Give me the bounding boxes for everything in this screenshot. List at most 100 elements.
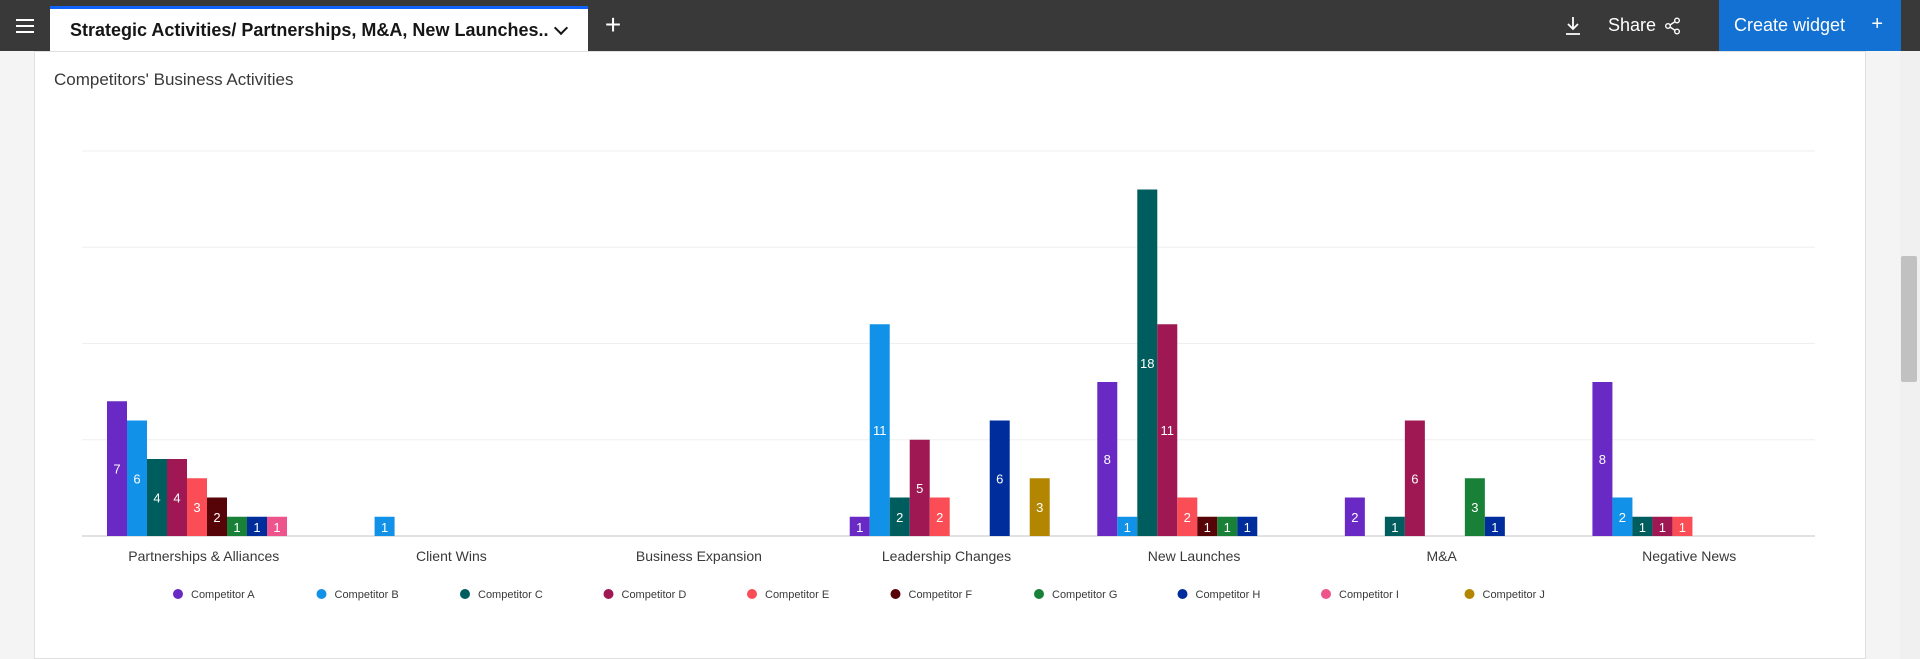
data-label: 1 (1391, 520, 1398, 535)
legend-label: Competitor I (1339, 589, 1399, 601)
top-bar: Strategic Activities/ Partnerships, M&A,… (0, 0, 1920, 51)
bar (1404, 420, 1425, 536)
x-tick-label: Business Expansion (636, 548, 762, 564)
bar (1344, 497, 1365, 536)
bar (1177, 497, 1198, 536)
data-label: 5 (916, 481, 923, 496)
data-label: 1 (1679, 520, 1686, 535)
bar (187, 478, 207, 536)
bar (929, 497, 950, 536)
x-tick-label: Client Wins (416, 548, 487, 564)
data-label: 4 (153, 491, 160, 506)
data-label: 3 (1036, 500, 1043, 515)
bar (1484, 516, 1505, 536)
bar (1384, 516, 1405, 536)
data-label: 1 (1244, 520, 1251, 535)
bar (227, 516, 247, 536)
legend-swatch (1464, 589, 1475, 599)
bar (1237, 516, 1258, 536)
data-label: 1 (1224, 520, 1231, 535)
data-label: 1 (1204, 520, 1211, 535)
data-label: 1 (1639, 520, 1646, 535)
bar (127, 420, 147, 536)
bar (1632, 516, 1653, 536)
bar (869, 324, 890, 536)
data-label: 2 (213, 510, 220, 525)
bar (1097, 382, 1118, 536)
data-label: 2 (1619, 510, 1626, 525)
bar (1029, 478, 1050, 536)
create-widget-button[interactable]: Create widget + (1719, 0, 1901, 51)
bar (207, 497, 227, 536)
bar (1672, 516, 1693, 536)
share-label: Share (1608, 15, 1657, 35)
legend-swatch (890, 589, 901, 599)
data-label: 1 (233, 520, 240, 535)
download-icon[interactable] (1558, 11, 1588, 41)
data-label: 1 (381, 520, 388, 535)
bar (147, 459, 167, 536)
data-label: 1 (273, 520, 280, 535)
bar (1652, 516, 1673, 536)
x-tick-label: M&A (1426, 548, 1457, 564)
add-tab-button[interactable]: + (604, 9, 622, 40)
legend-label: Competitor F (909, 589, 973, 601)
data-label: 4 (173, 491, 180, 506)
bar (1197, 516, 1218, 536)
chart-card (34, 51, 1866, 659)
data-label: 8 (1599, 452, 1606, 467)
bar (1157, 324, 1178, 536)
data-label: 11 (873, 423, 887, 438)
data-label: 1 (253, 520, 260, 535)
legend-swatch (173, 589, 183, 599)
legend-swatch (603, 589, 614, 599)
data-label: 8 (1104, 452, 1111, 467)
data-label: 7 (113, 462, 120, 477)
bar (167, 459, 187, 536)
data-label: 2 (1351, 510, 1358, 525)
legend-swatch (1321, 589, 1331, 599)
data-label: 1 (1491, 520, 1498, 535)
data-label: 1 (856, 520, 863, 535)
legend-label: Competitor J (1483, 589, 1545, 601)
hamburger-menu-icon[interactable] (0, 0, 50, 51)
chart-title: Competitors' Business Activities (54, 70, 294, 89)
bar (989, 420, 1010, 536)
bar (1612, 497, 1633, 536)
data-label: 2 (1184, 510, 1191, 525)
legend-label: Competitor D (622, 589, 687, 601)
legend-label: Competitor A (191, 589, 255, 601)
tab-strategic-activities[interactable]: Strategic Activities/ Partnerships, M&A,… (50, 6, 588, 51)
plus-icon: + (1871, 13, 1883, 35)
legend-label: Competitor C (478, 589, 543, 601)
x-tick-label: Negative News (1642, 548, 1736, 564)
legend-label: Competitor G (1052, 589, 1117, 601)
x-tick-label: Leadership Changes (882, 548, 1011, 564)
bar (909, 439, 930, 536)
data-label: 18 (1140, 356, 1154, 371)
legend-swatch (460, 589, 470, 599)
share-button[interactable]: Share (1608, 0, 1682, 51)
legend-label: Competitor E (765, 589, 829, 601)
bar (107, 401, 127, 536)
tab-title: Strategic Activities/ Partnerships, M&A,… (70, 19, 549, 40)
data-label: 6 (1411, 471, 1418, 486)
data-label: 1 (1659, 520, 1666, 535)
bar (247, 516, 267, 536)
bar (1137, 189, 1158, 536)
legend-swatch (747, 589, 757, 599)
bar (1117, 516, 1138, 536)
legend-label: Competitor B (335, 589, 399, 601)
data-label: 11 (1161, 423, 1175, 438)
bar (849, 516, 870, 536)
share-icon (1665, 17, 1681, 34)
legend-label: Competitor H (1196, 589, 1261, 601)
bar (267, 516, 287, 536)
scrollbar-thumb[interactable] (1901, 256, 1917, 382)
bar (1217, 516, 1238, 536)
data-label: 3 (1471, 500, 1478, 515)
legend-swatch (1177, 589, 1188, 599)
data-label: 2 (896, 510, 903, 525)
data-label: 2 (936, 510, 943, 525)
